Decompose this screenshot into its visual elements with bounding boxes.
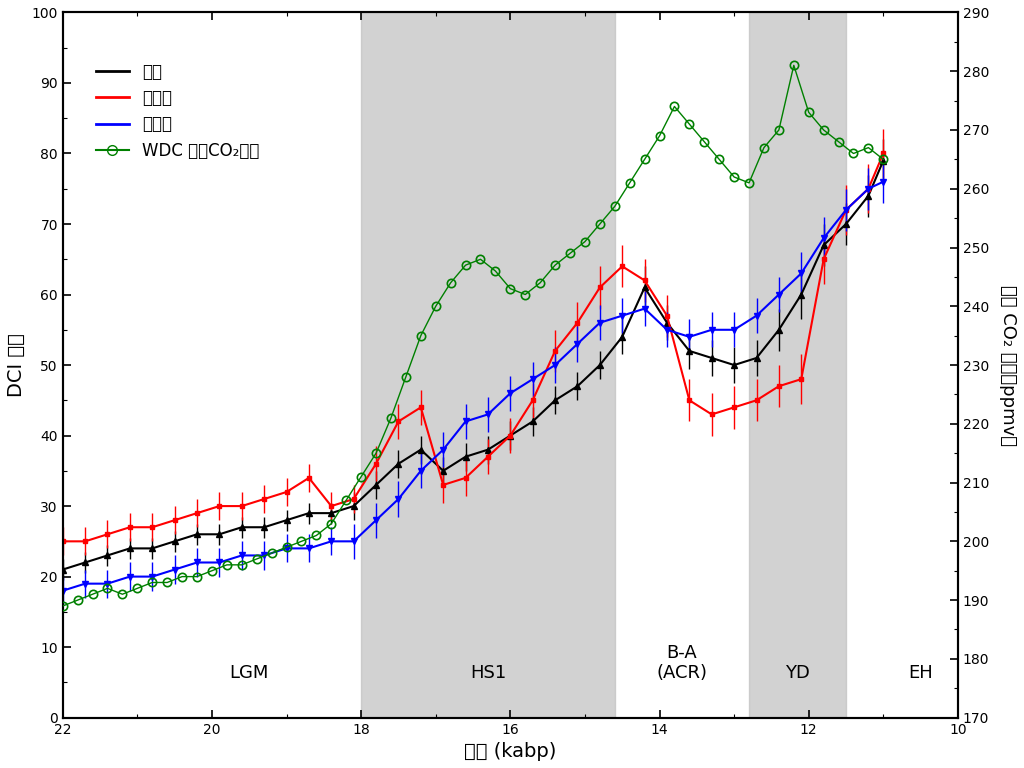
Y-axis label: 大气 CO₂ 浓度（ppmv）: 大气 CO₂ 浓度（ppmv） — [999, 284, 1017, 445]
WDC 冰芯CO₂浓度 — [519, 290, 531, 299]
WDC 冰芯CO₂浓度 — [355, 472, 368, 482]
Text: HS1: HS1 — [470, 664, 506, 683]
Bar — [749, 12, 846, 717]
WDC 冰芯CO₂浓度 — [72, 595, 84, 604]
Y-axis label: DCI 刻度: DCI 刻度 — [7, 333, 26, 397]
Text: B-A
(ACR): B-A (ACR) — [656, 644, 708, 683]
Bar — [361, 12, 614, 717]
Text: YD: YD — [785, 664, 810, 683]
Legend: 全球, 北半球, 南半球, WDC 冰芯CO₂浓度: 全球, 北半球, 南半球, WDC 冰芯CO₂浓度 — [89, 56, 266, 167]
Line: WDC 冰芯CO₂浓度: WDC 冰芯CO₂浓度 — [58, 61, 888, 610]
WDC 冰芯CO₂浓度 — [594, 220, 606, 229]
WDC 冰芯CO₂浓度 — [683, 120, 695, 129]
WDC 冰芯CO₂浓度 — [878, 154, 890, 164]
X-axis label: 年代 (kabp): 年代 (kabp) — [464, 742, 556, 761]
Text: LGM: LGM — [229, 664, 269, 683]
WDC 冰芯CO₂浓度 — [564, 249, 577, 258]
WDC 冰芯CO₂浓度 — [56, 601, 69, 611]
Text: EH: EH — [908, 664, 933, 683]
WDC 冰芯CO₂浓度 — [787, 61, 800, 70]
